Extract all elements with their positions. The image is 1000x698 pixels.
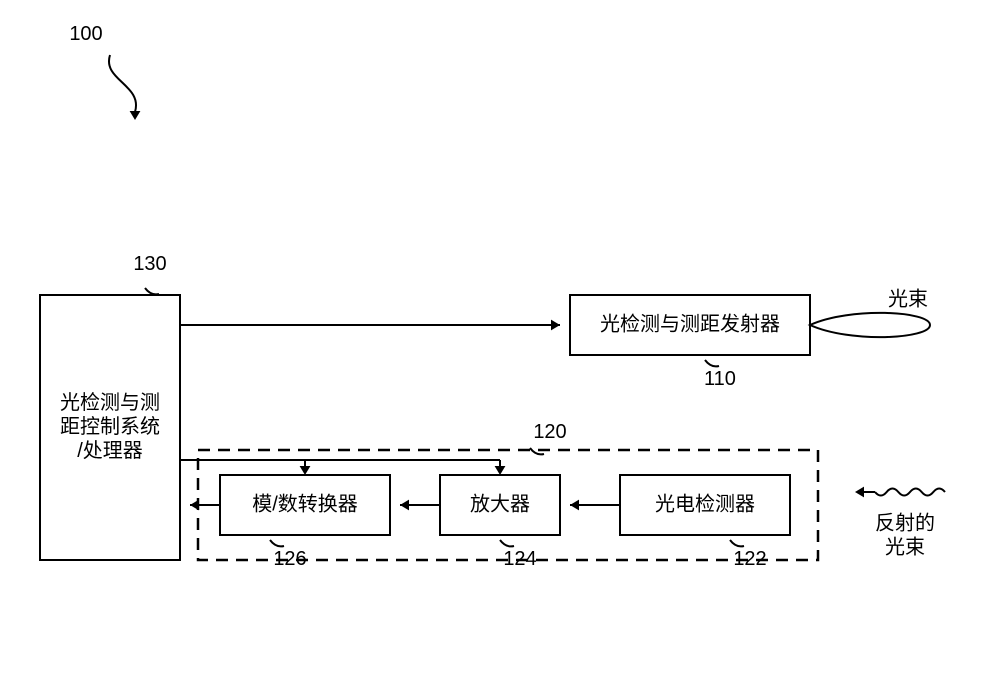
controller-label: /处理器 [77,439,143,462]
controller-label: 光检测与测 [60,391,160,414]
amp-ref: 124 [503,548,536,570]
diagram-canvas: 100 光检测与测距控制系统/处理器 130 光检测与测距发射器 110 120 模/数转换… [0,0,1000,698]
reflected-wave [875,489,945,496]
photodetector-label: 光电检测器 [655,492,755,515]
adc-ref: 126 [273,548,306,570]
amp-label: 放大器 [470,492,530,515]
controller-label: 距控制系统 [60,415,160,438]
figure-number: 100 [69,23,102,45]
beam-lobe [810,313,930,337]
emitter-label: 光检测与测距发射器 [600,312,780,335]
emitter-ref: 110 [704,368,736,390]
beam-out-label: 光束 [888,287,928,310]
controller-ref: 130 [133,253,166,275]
reflected-label: 反射的 [875,511,935,534]
photodetector-ref: 122 [733,548,766,570]
adc-label: 模/数转换器 [252,492,358,515]
reflected-label: 光束 [885,535,925,558]
receiver-ref: 120 [533,421,566,443]
